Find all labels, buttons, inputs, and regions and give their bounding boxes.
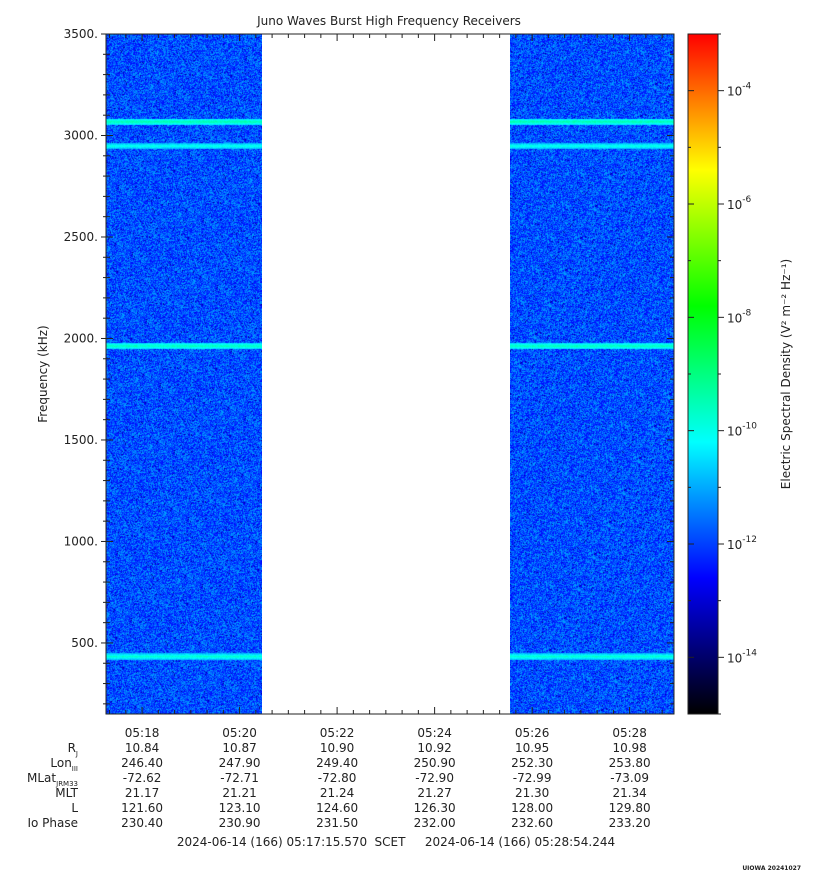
y-tick-label: 1500. xyxy=(64,433,98,447)
ephemeris-value: 21.21 xyxy=(222,786,256,800)
ephemeris-value: 233.20 xyxy=(609,816,651,830)
colorbar-label: Electric Spectral Density (V² m⁻² Hz⁻¹) xyxy=(779,259,793,489)
ephemeris-value: 21.17 xyxy=(125,786,159,800)
y-tick-label: 3000. xyxy=(64,128,98,142)
x-tick-label: 05:24 xyxy=(417,726,452,740)
colorbar-tick-label: 10-14 xyxy=(727,648,757,665)
x-tick-label: 05:22 xyxy=(320,726,355,740)
ephemeris-value: 123.10 xyxy=(219,801,261,815)
ephemeris-value: 10.95 xyxy=(515,741,549,755)
ephemeris-value: -72.71 xyxy=(220,771,259,785)
ephemeris-value: 10.84 xyxy=(125,741,159,755)
ephemeris-row-label: LonIII xyxy=(50,756,78,773)
colorbar-tick-label: 10-8 xyxy=(727,308,752,325)
ephemeris-row-label: Io Phase xyxy=(27,816,78,830)
ephemeris-row-label: RJ xyxy=(68,741,78,758)
ephemeris-value: 124.60 xyxy=(316,801,358,815)
colorbar-tick-label: 10-10 xyxy=(727,422,757,439)
time-span-start: 2024-06-14 (166) 05:17:15.570 xyxy=(177,835,367,849)
colorbar-tick-label: 10-4 xyxy=(727,82,752,99)
x-tick-label: 05:20 xyxy=(222,726,257,740)
ephemeris-value: -73.09 xyxy=(610,771,649,785)
ephemeris-value: 232.60 xyxy=(511,816,553,830)
x-tick-label: 05:18 xyxy=(125,726,160,740)
ephemeris-value: 128.00 xyxy=(511,801,553,815)
ephemeris-value: 231.50 xyxy=(316,816,358,830)
ephemeris-value: 10.92 xyxy=(417,741,451,755)
time-span-scale: SCET xyxy=(375,835,407,849)
time-span-end: 2024-06-14 (166) 05:28:54.244 xyxy=(425,835,615,849)
x-axis: 05:18 05:20 05:22 05:24 05:26 05:28 xyxy=(109,34,663,740)
ephemeris-value: 253.80 xyxy=(609,756,651,770)
ephemeris-value: 126.30 xyxy=(414,801,456,815)
x-tick-label: 05:28 xyxy=(612,726,647,740)
ephemeris-value: 252.30 xyxy=(511,756,553,770)
ephemeris-value: 21.30 xyxy=(515,786,549,800)
institution-stamp: UIOWA 20241027 xyxy=(742,865,801,872)
data-segments xyxy=(106,34,674,714)
x-tick-label: 05:26 xyxy=(515,726,550,740)
ephemeris-row-label: MLT xyxy=(55,786,78,800)
ephemeris-value: -72.62 xyxy=(123,771,162,785)
ephemeris-value: 246.40 xyxy=(121,756,163,770)
plot-frame xyxy=(105,33,675,715)
ephemeris-value: 247.90 xyxy=(219,756,261,770)
ephemeris-value: -72.80 xyxy=(318,771,357,785)
colorbar: 10-4 10-6 10-8 10-10 10-12 10-14 xyxy=(687,33,757,715)
ephemeris-value: 121.60 xyxy=(121,801,163,815)
y-axis: 500. 1000. 1500. 2000. 2500. 3000. 3500. xyxy=(64,27,674,705)
ephemeris-value: -72.90 xyxy=(415,771,454,785)
y-tick-label: 2000. xyxy=(64,331,98,345)
chart-title: Juno Waves Burst High Frequency Receiver… xyxy=(256,14,521,28)
ephemeris-value: 10.90 xyxy=(320,741,354,755)
ephemeris-value: 230.90 xyxy=(219,816,261,830)
colorbar-tick-label: 10-12 xyxy=(727,535,757,552)
y-axis-label: Frequency (kHz) xyxy=(36,325,50,422)
ephemeris-value: 129.80 xyxy=(609,801,651,815)
ephemeris-value: 21.24 xyxy=(320,786,354,800)
ephemeris-value: 230.40 xyxy=(121,816,163,830)
ephemeris-value: 10.98 xyxy=(612,741,646,755)
ephemeris-value: 232.00 xyxy=(414,816,456,830)
ephemeris-value: 250.90 xyxy=(414,756,456,770)
spectrogram-segment xyxy=(106,34,262,714)
ephemeris-value: 21.34 xyxy=(612,786,646,800)
y-tick-label: 3500. xyxy=(64,27,98,41)
ephemeris-row-label: L xyxy=(71,801,78,815)
spectrogram-segment xyxy=(510,34,674,714)
ephemeris-value: 21.27 xyxy=(417,786,451,800)
ephemeris-value: 10.87 xyxy=(222,741,256,755)
y-tick-label: 500. xyxy=(71,636,98,650)
ephemeris-value: -72.99 xyxy=(513,771,552,785)
plot-area xyxy=(105,33,675,715)
colorbar-gradient xyxy=(687,33,719,715)
y-tick-label: 2500. xyxy=(64,230,98,244)
y-tick-label: 1000. xyxy=(64,534,98,548)
colorbar-tick-label: 10-6 xyxy=(727,195,752,212)
ephemeris-value: 249.40 xyxy=(316,756,358,770)
